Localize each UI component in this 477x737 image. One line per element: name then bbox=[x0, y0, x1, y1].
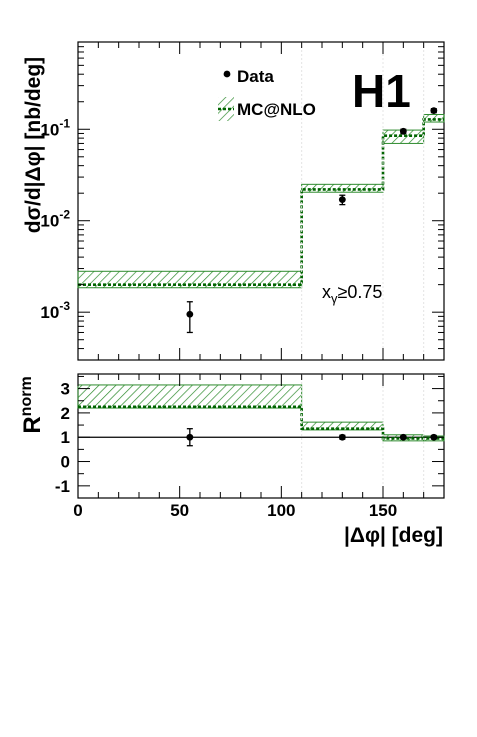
top-y-tick-label: 10-2 bbox=[40, 208, 70, 231]
x-axis-label: |Δφ| [deg] bbox=[344, 524, 443, 547]
bottom-data-point bbox=[399, 433, 407, 441]
top-y-tick-label-base: 10 bbox=[40, 303, 59, 322]
top-y-tick-label-exponent: -2 bbox=[59, 208, 70, 222]
cut-label-sub: γ bbox=[331, 291, 338, 306]
top-y-tick-label: 10-3 bbox=[40, 299, 70, 322]
bottom-y-axis-label-sup: norm bbox=[18, 376, 35, 416]
legend-mc-label: MC@NLO bbox=[237, 100, 316, 119]
top-y-tick-label: 10-1 bbox=[40, 116, 70, 139]
x-tick-label: 50 bbox=[170, 501, 189, 520]
bottom-y-tick-label: -1 bbox=[55, 477, 70, 496]
top-data-point bbox=[399, 127, 407, 135]
top-mc-line bbox=[78, 118, 444, 286]
cut-label-rest: ≥0.75 bbox=[338, 282, 383, 302]
x-tick-label: 150 bbox=[369, 501, 397, 520]
legend-data-label: Data bbox=[237, 67, 274, 86]
cut-label-main: x bbox=[322, 282, 331, 302]
bottom-y-axis-label: Rnorm bbox=[18, 376, 46, 433]
x-tick-label: 0 bbox=[73, 501, 82, 520]
bottom-mc-line bbox=[78, 405, 444, 440]
top-data-point bbox=[186, 310, 194, 318]
bottom-y-tick-label: 0 bbox=[61, 453, 70, 472]
top-y-tick-label-exponent: -3 bbox=[59, 299, 70, 313]
bottom-y-tick-label: 2 bbox=[61, 404, 70, 423]
top-data-point bbox=[430, 107, 438, 115]
top-data-point bbox=[338, 196, 346, 204]
top-y-axis-label: dσ/d|Δφ| [nb/deg] bbox=[22, 57, 45, 233]
top-y-tick-label-base: 10 bbox=[40, 212, 59, 231]
bottom-y-tick-label: 1 bbox=[61, 428, 70, 447]
bottom-data-point bbox=[186, 433, 194, 441]
bottom-y-tick-label: 3 bbox=[61, 380, 70, 399]
x-tick-label: 100 bbox=[267, 501, 295, 520]
bottom-mc-band bbox=[77, 384, 303, 409]
top-y-tick-label-base: 10 bbox=[40, 120, 59, 139]
bottom-data-point bbox=[338, 433, 346, 441]
legend-data-marker bbox=[223, 70, 231, 78]
experiment-label: H1 bbox=[352, 65, 411, 117]
top-y-tick-label-exponent: -1 bbox=[59, 116, 70, 130]
cut-label: xγ≥0.75 bbox=[322, 282, 382, 306]
bottom-y-axis-label-main: R bbox=[19, 416, 46, 433]
